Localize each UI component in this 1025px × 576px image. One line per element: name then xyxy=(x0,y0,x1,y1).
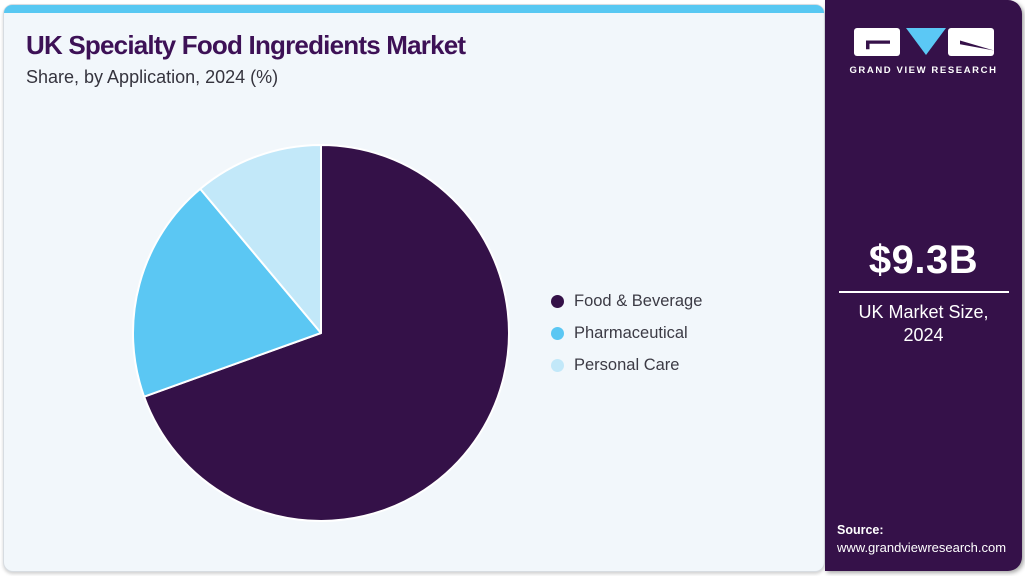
pie-slice-food-beverage xyxy=(143,144,510,522)
legend-item-personal-care: Personal Care xyxy=(551,355,702,375)
gvr-logo-icon xyxy=(853,28,994,56)
market-size-label-line2: 2024 xyxy=(903,325,944,346)
legend-swatch-icon xyxy=(551,358,564,372)
chart-card: UK Specialty Food Ingredients Market Sha… xyxy=(3,4,825,572)
top-accent-bar xyxy=(4,5,824,13)
legend-label: Pharmaceutical xyxy=(574,323,688,342)
legend: Food & Beverage Pharmaceutical Personal … xyxy=(551,291,702,387)
legend-swatch-icon xyxy=(551,294,564,308)
legend-label: Personal Care xyxy=(574,355,680,374)
legend-label: Food & Beverage xyxy=(574,291,703,310)
legend-swatch-icon xyxy=(551,326,564,340)
pie-slice-pharmaceutical xyxy=(131,187,322,398)
source-label: Source: xyxy=(837,523,884,537)
page-title: UK Specialty Food Ingredients Market xyxy=(26,30,466,60)
source-url: www.grandviewresearch.com xyxy=(837,540,1007,555)
brand-block: GRAND VIEW RESEARCH xyxy=(825,26,1022,76)
market-size-label-line1: UK Market Size, xyxy=(858,302,989,322)
legend-item-food-beverage: Food & Beverage xyxy=(551,291,702,311)
market-size-label: UK Market Size, 2024 xyxy=(825,301,1022,348)
page-subtitle: Share, by Application, 2024 (%) xyxy=(26,66,279,87)
market-size-value: $9.3B xyxy=(868,238,979,282)
sidebar: GRAND VIEW RESEARCH $9.3B UK Market Size… xyxy=(825,0,1022,571)
pie-slice-personal-care xyxy=(199,144,322,334)
divider xyxy=(838,291,1009,293)
pie-chart-svg xyxy=(131,144,510,522)
title-block: UK Specialty Food Ingredients Market Sha… xyxy=(26,30,466,88)
source-block: Source: www.grandviewresearch.com xyxy=(837,523,1006,555)
brand-name: GRAND VIEW RESEARCH xyxy=(849,65,998,76)
market-size-block: $9.3B UK Market Size, 2024 xyxy=(825,238,1022,348)
pie-chart xyxy=(131,143,511,523)
legend-item-pharmaceutical: Pharmaceutical xyxy=(551,323,702,343)
